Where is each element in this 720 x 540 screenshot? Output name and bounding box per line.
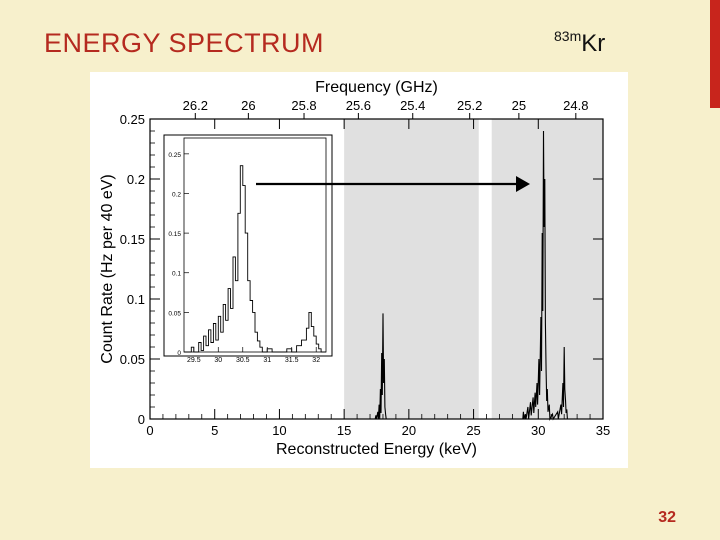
inset-axes	[183, 137, 327, 353]
inset-y-tick-label: 0.05	[168, 310, 181, 317]
shaded-region	[491, 119, 603, 419]
page-number: 32	[658, 509, 676, 526]
zoom-arrow-head	[516, 176, 530, 192]
inset-x-tick-label: 30	[214, 357, 222, 364]
x-tick-label: 15	[337, 423, 351, 438]
inset-y-tick-label: 0.1	[172, 271, 181, 278]
main-plot: 0 5 10 15 20 25 30 35 0 0.05 0.1 0.15 0.2 0.25 26.2 26 2…	[99, 79, 610, 458]
slide-title: ENERGY SPECTRUM	[44, 28, 325, 58]
y-tick-label: 0.2	[127, 172, 145, 187]
y-tick-label: 0.15	[120, 232, 145, 247]
inset-y-tick-label: 0.15	[168, 231, 181, 238]
inset-x-tick-label: 30.5	[236, 357, 250, 364]
x-tick-label: 10	[272, 423, 286, 438]
accent-bar	[710, 0, 720, 108]
top-tick-label: 26	[241, 98, 255, 113]
top-tick-label: 26.2	[183, 98, 208, 113]
inset-x-tick-label: 31.5	[285, 357, 299, 364]
inset-line	[184, 165, 326, 353]
top-tick-label: 25	[512, 98, 526, 113]
spectrum-line	[374, 130, 568, 422]
inset-y-tick-label: 0.25	[168, 152, 181, 159]
inset-x-tick-label: 31	[263, 357, 271, 364]
inset-y-tick-label: 0.2	[172, 191, 181, 198]
top-tick-label: 25.4	[400, 98, 425, 113]
top-tick-label: 25.6	[346, 98, 371, 113]
inset-y-tick-label: 0	[177, 350, 181, 357]
x-axis-label: Reconstructed Energy (keV)	[276, 441, 477, 458]
isotope-mass: 83m	[554, 28, 582, 44]
x-tick-label: 0	[146, 423, 153, 438]
y-tick-label: 0.25	[120, 112, 145, 127]
x-tick-label: 20	[402, 423, 416, 438]
isotope-symbol: Kr	[581, 30, 606, 57]
y-tick-label: 0.05	[120, 352, 145, 367]
x-tick-label: 25	[466, 423, 480, 438]
x-tick-label: 35	[596, 423, 610, 438]
top-tick-label: 24.8	[563, 98, 588, 113]
y-tick-label: 0.1	[127, 292, 145, 307]
inset-plot: 29.5 30 30.5 31 31.5 32 0 0.05 0.1 0.15 0.2 0.25	[163, 134, 333, 364]
energy-spectrum-chart: 0 5 10 15 20 25 30 35 0 0.05 0.1 0.15 0.2 0.25 26.2 26 2…	[90, 72, 628, 468]
inset-x-tick-label: 32	[312, 357, 320, 364]
top-tick-label: 25.2	[457, 98, 482, 113]
top-tick-label: 25.8	[291, 98, 316, 113]
y-axis-label: Count Rate (Hz per 40 eV)	[99, 174, 116, 363]
plot-frame	[149, 118, 604, 420]
y-tick-label: 0	[138, 412, 145, 427]
inset-x-tick-label: 29.5	[187, 357, 201, 364]
shaded-region	[344, 119, 479, 419]
x-tick-label: 5	[211, 423, 218, 438]
top-axis-label: Frequency (GHz)	[315, 79, 438, 96]
x-tick-label: 30	[531, 423, 545, 438]
annotations	[256, 176, 530, 192]
isotope-label: 83mKr	[554, 28, 605, 58]
